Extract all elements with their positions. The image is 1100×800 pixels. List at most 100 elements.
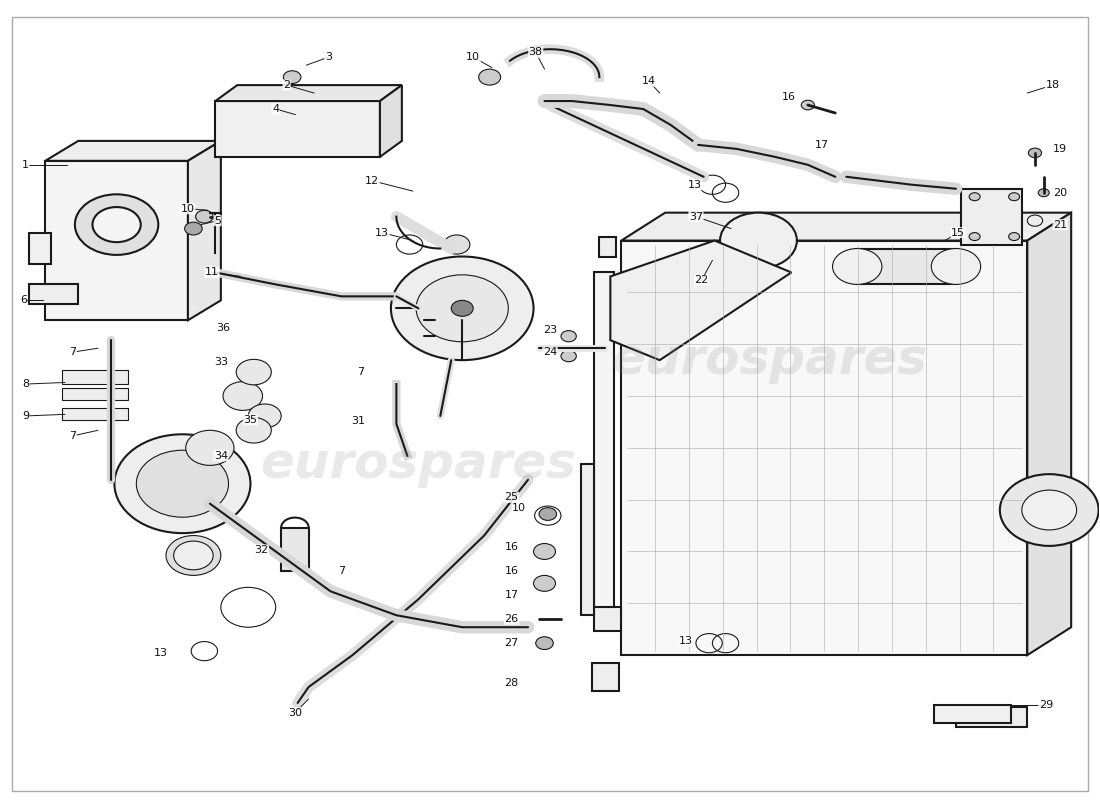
Bar — [282, 527, 309, 571]
Circle shape — [534, 543, 556, 559]
Polygon shape — [1027, 213, 1071, 655]
Circle shape — [1000, 474, 1099, 546]
Text: eurospares: eurospares — [612, 336, 927, 384]
Circle shape — [185, 222, 202, 235]
Polygon shape — [45, 161, 188, 320]
Text: 28: 28 — [505, 678, 519, 688]
Text: 4: 4 — [272, 104, 279, 114]
Circle shape — [196, 210, 213, 223]
Text: 16: 16 — [505, 566, 518, 577]
Text: 32: 32 — [254, 545, 268, 555]
Text: 9: 9 — [22, 411, 29, 421]
Text: 33: 33 — [213, 357, 228, 366]
Bar — [934, 706, 1011, 723]
Text: 19: 19 — [1053, 144, 1067, 154]
Text: 10: 10 — [513, 502, 526, 513]
Circle shape — [114, 434, 251, 533]
Bar — [594, 607, 621, 631]
Circle shape — [536, 637, 553, 650]
Circle shape — [969, 193, 980, 201]
Circle shape — [390, 257, 534, 360]
Circle shape — [801, 100, 814, 110]
Bar — [594, 273, 614, 615]
Bar — [592, 663, 619, 691]
Text: 1: 1 — [22, 160, 29, 170]
Text: 7: 7 — [69, 431, 76, 441]
Text: 27: 27 — [505, 638, 519, 648]
Bar — [956, 707, 1027, 727]
Circle shape — [534, 575, 556, 591]
Circle shape — [1028, 148, 1042, 158]
Polygon shape — [621, 241, 1027, 655]
Circle shape — [223, 382, 263, 410]
Circle shape — [443, 235, 470, 254]
Polygon shape — [621, 213, 1071, 241]
Text: 7: 7 — [69, 347, 76, 357]
Text: 6: 6 — [20, 295, 26, 306]
Text: 11: 11 — [205, 267, 219, 278]
Circle shape — [561, 330, 576, 342]
Circle shape — [249, 404, 282, 428]
Text: 13: 13 — [688, 180, 702, 190]
Text: 31: 31 — [351, 416, 365, 426]
Polygon shape — [188, 141, 221, 320]
Text: 10: 10 — [466, 52, 481, 62]
Bar — [62, 370, 128, 384]
Bar — [961, 189, 1022, 245]
Polygon shape — [45, 141, 221, 161]
Circle shape — [1009, 233, 1020, 241]
Text: 35: 35 — [243, 415, 257, 425]
Circle shape — [1038, 189, 1049, 197]
Bar — [29, 285, 78, 304]
Bar — [857, 249, 956, 285]
Text: 15: 15 — [952, 227, 965, 238]
Text: 17: 17 — [505, 590, 519, 600]
Text: 25: 25 — [505, 492, 519, 502]
Circle shape — [236, 359, 272, 385]
Text: 29: 29 — [1038, 699, 1053, 710]
Circle shape — [136, 450, 229, 517]
Text: 38: 38 — [529, 47, 542, 58]
Text: 30: 30 — [288, 707, 302, 718]
Bar — [62, 408, 128, 420]
Text: 2: 2 — [283, 80, 290, 90]
Bar — [62, 388, 128, 400]
Polygon shape — [216, 101, 379, 157]
Text: 7: 7 — [338, 566, 345, 577]
Text: 13: 13 — [375, 227, 389, 238]
Circle shape — [1022, 490, 1077, 530]
Text: 12: 12 — [365, 176, 380, 186]
Text: 21: 21 — [1053, 220, 1067, 230]
Polygon shape — [610, 241, 791, 360]
Bar — [29, 233, 51, 265]
Circle shape — [75, 194, 158, 255]
Polygon shape — [379, 85, 401, 157]
Circle shape — [236, 418, 272, 443]
Text: 8: 8 — [22, 379, 29, 389]
Text: 34: 34 — [213, 451, 228, 461]
Circle shape — [1009, 193, 1020, 201]
Circle shape — [284, 70, 301, 83]
Text: 16: 16 — [782, 92, 796, 102]
Text: 23: 23 — [543, 325, 557, 335]
Text: 5: 5 — [214, 216, 221, 226]
Circle shape — [969, 233, 980, 241]
Bar — [581, 464, 594, 615]
Text: 10: 10 — [180, 204, 195, 214]
Circle shape — [451, 300, 473, 316]
Text: 13: 13 — [154, 648, 167, 658]
Circle shape — [92, 207, 141, 242]
Text: 7: 7 — [356, 367, 364, 377]
Text: 20: 20 — [1053, 188, 1067, 198]
Circle shape — [478, 69, 500, 85]
Circle shape — [561, 350, 576, 362]
Text: 22: 22 — [694, 275, 708, 286]
Circle shape — [539, 508, 557, 520]
Text: 16: 16 — [505, 542, 518, 553]
Circle shape — [720, 213, 796, 269]
Text: 3: 3 — [324, 52, 332, 62]
Circle shape — [833, 249, 882, 285]
Bar — [600, 237, 616, 257]
Circle shape — [174, 541, 213, 570]
Text: 18: 18 — [1045, 80, 1059, 90]
